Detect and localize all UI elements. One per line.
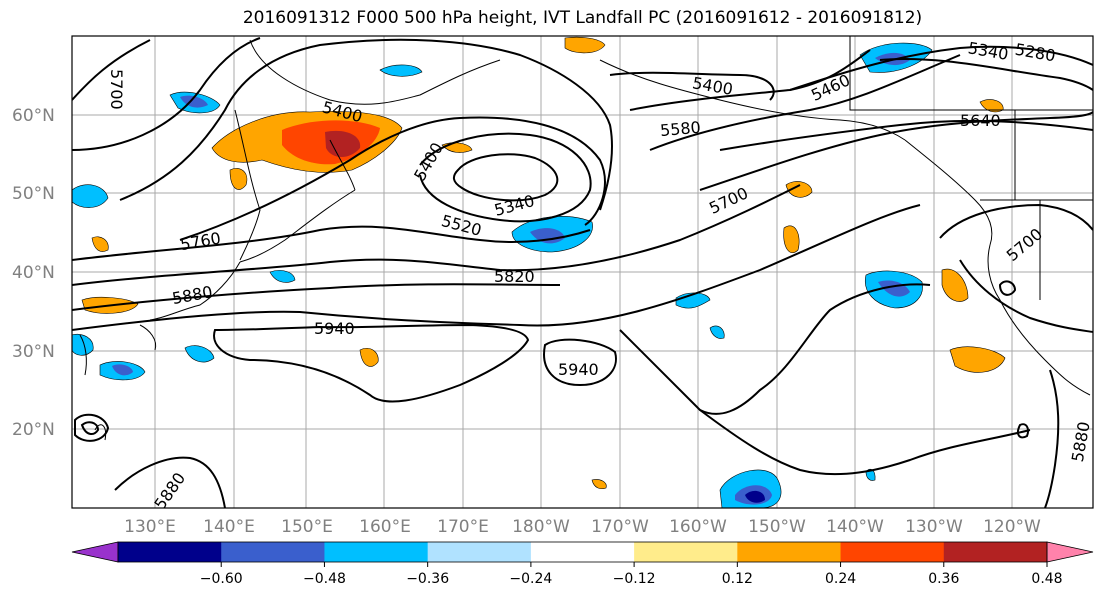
colorbar-tick-label: −0.48 (303, 571, 346, 587)
colorbar-extend-high (1046, 541, 1094, 563)
lon-label: 120°W (983, 517, 1041, 537)
contour-label: 5940 (314, 319, 355, 338)
lon-label: 150°E (281, 517, 333, 537)
colorbar-tick-label: 0.48 (1031, 571, 1062, 587)
lat-label: 20°N (12, 420, 55, 440)
lon-label: 170°W (591, 517, 649, 537)
colorbar-tick-label: 0.24 (825, 571, 856, 587)
colorbar-segment (737, 542, 842, 562)
longitude-labels: 130°E 140°E 150°E 160°E 170°E 180°W 170°… (124, 517, 1041, 537)
colorbar-tick-label: 0.36 (928, 571, 959, 587)
colorbar-segment (221, 542, 325, 562)
colorbar-tick-label: −0.12 (613, 571, 656, 587)
contour-label: 5940 (558, 360, 599, 379)
colorbar-tick-label: 0.12 (722, 571, 753, 587)
colorbar-segment (427, 542, 532, 562)
contour-label: 5580 (659, 118, 701, 140)
lon-label: 130°E (124, 517, 176, 537)
height-contours (72, 37, 1093, 508)
lon-label: 140°E (203, 517, 255, 537)
colorbar-tick-label: −0.24 (509, 571, 552, 587)
colorbar-tick-label: −0.60 (200, 571, 243, 587)
max-anomaly-kamchatka (325, 130, 361, 157)
lat-label: 50°N (12, 184, 55, 204)
colorbar-segment (943, 542, 1048, 562)
colorbar-segment (840, 542, 945, 562)
contour-label: 5640 (960, 111, 1001, 130)
coastlines (79, 36, 1093, 441)
contour-label: 5820 (494, 267, 535, 286)
lon-label: 140°W (826, 517, 884, 537)
lat-label: 40°N (12, 263, 55, 283)
colorbar-extend-low (71, 541, 119, 563)
lon-label: 130°W (905, 517, 963, 537)
colorbar-segment (118, 542, 222, 562)
lat-label: 60°N (12, 106, 55, 126)
colorbar-segment (324, 542, 429, 562)
colorbar-frame (117, 541, 1048, 563)
lat-label: 30°N (12, 342, 55, 362)
latitude-labels: 60°N 50°N 40°N 30°N 20°N (12, 106, 55, 440)
lon-label: 150°W (748, 517, 806, 537)
lon-label: 170°E (437, 517, 489, 537)
colorbar-tick-label: −0.36 (406, 571, 449, 587)
colorbar-segment (530, 542, 635, 562)
map-border (71, 35, 1094, 509)
lon-label: 180°W (512, 517, 570, 537)
contour-label: 5700 (107, 69, 126, 110)
colorbar: −0.60 −0.48 −0.36 −0.24 −0.12 0.12 0.24 0.36 0.4… (71, 541, 1094, 587)
lon-label: 160°W (669, 517, 727, 537)
lon-label: 160°E (359, 517, 411, 537)
colorbar-segment (634, 542, 738, 562)
map-title: 2016091312 F000 500 hPa height, IVT Land… (242, 8, 923, 28)
